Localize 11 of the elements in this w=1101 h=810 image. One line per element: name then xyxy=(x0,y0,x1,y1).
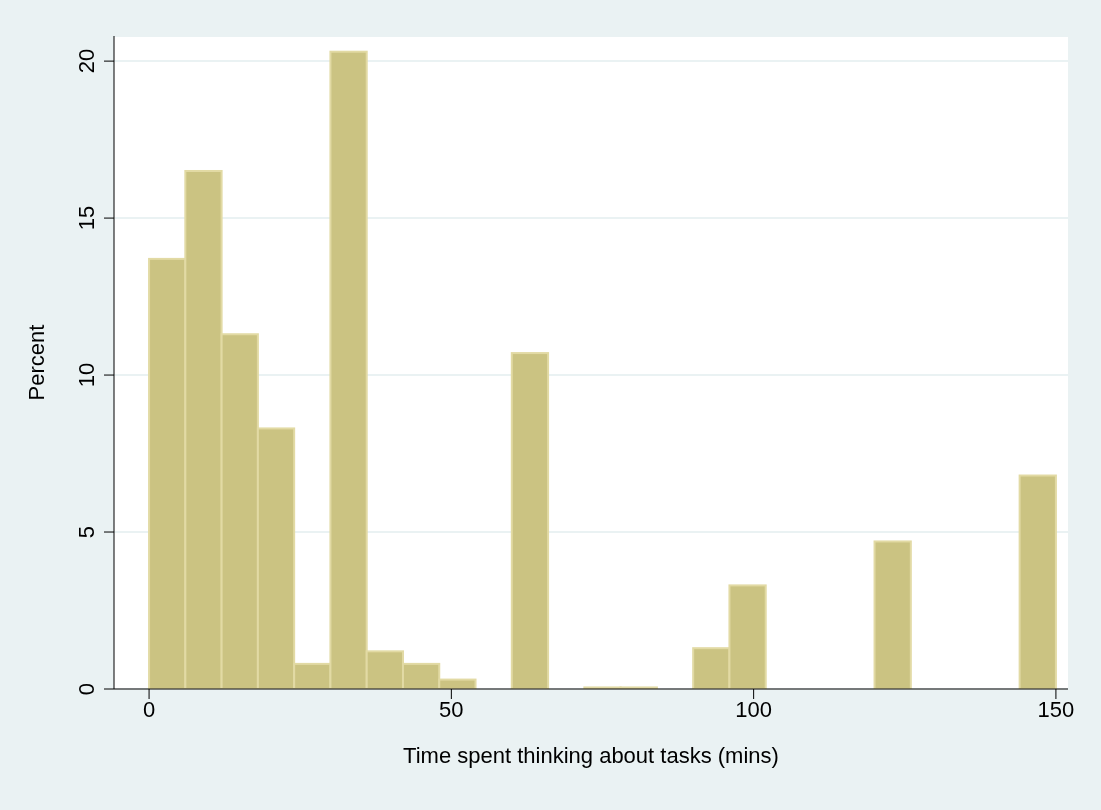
y-tick-label: 20 xyxy=(74,48,99,74)
y-axis-title: Percent xyxy=(23,324,49,401)
x-tick-label: 0 xyxy=(142,696,156,722)
x-tick-label: 50 xyxy=(439,696,464,722)
y-tick-label: 15 xyxy=(74,205,99,231)
x-tick-label: 150 xyxy=(1037,696,1075,722)
y-tick-label: 0 xyxy=(74,682,99,696)
y-tick-label: 5 xyxy=(74,525,99,539)
y-tick-label: 10 xyxy=(74,362,99,388)
x-axis-title: Time spent thinking about tasks (mins) xyxy=(403,742,779,768)
x-tick-label: 100 xyxy=(735,696,772,722)
